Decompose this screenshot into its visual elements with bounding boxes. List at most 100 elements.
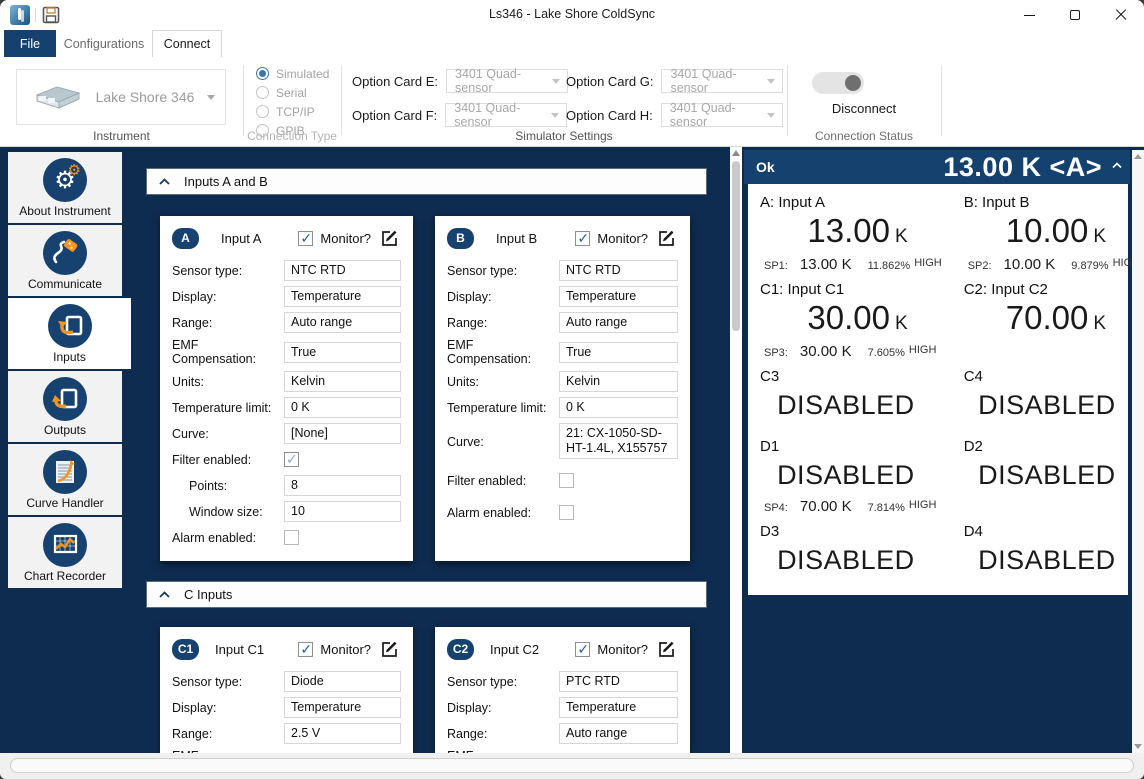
sidebar-item-outputs[interactable]: Outputs (8, 371, 122, 442)
setpoint-flag: HIGH (908, 344, 937, 356)
status-scrollbar[interactable] (1132, 150, 1144, 753)
alarm-enabled-checkbox[interactable] (559, 505, 574, 520)
connection-type-group-label: Connection Type (247, 129, 337, 143)
sensor-type-input[interactable]: Diode (284, 671, 401, 692)
sensor-type-input[interactable]: NTC RTD (559, 260, 678, 281)
setpoint-label: SP1: (764, 260, 788, 272)
status-header[interactable]: Ok 13.00 K <A> (744, 150, 1130, 184)
emf-compensation-input[interactable]: False (284, 752, 401, 753)
radio-serial[interactable]: Serial (256, 84, 307, 101)
reading-cell-c1: C1: Input C1 30.00 K SP3: 30.00 K 7.605% HIG… (748, 275, 952, 362)
tab-connect[interactable]: Connect (152, 30, 222, 57)
instrument-group-label: Instrument (93, 129, 150, 143)
close-button[interactable] (1098, 0, 1144, 30)
reading-value: 30.00 (807, 299, 890, 336)
units-input[interactable]: Kelvin (559, 371, 678, 392)
input-a-edit-button[interactable] (379, 227, 401, 249)
status-headline: 13.00 K <A> (943, 152, 1102, 182)
reading-cell-d2: D2 DISABLED (952, 432, 1144, 517)
option-card-g-label: Option Card G: (566, 73, 654, 89)
sidebar-item-chart-recorder[interactable]: Chart Recorder (8, 517, 122, 588)
sidebar-item-label: Communicate (27, 277, 103, 291)
units-input[interactable]: Kelvin (284, 371, 401, 392)
reading-cell-d3: D3 DISABLED (748, 517, 952, 587)
alarm-enabled-checkbox[interactable] (284, 530, 299, 545)
option-card-e-select[interactable]: 3401 Quad-sensor (446, 67, 568, 95)
filter-enabled-checkbox[interactable] (559, 473, 574, 488)
field-label: Window size: (189, 504, 263, 519)
input-c1-monitor-checkbox[interactable] (298, 641, 314, 658)
input-c2-monitor-checkbox[interactable] (575, 641, 591, 658)
reading-name: D1 (760, 438, 780, 455)
horizontal-scrollbar[interactable] (0, 753, 1144, 779)
option-card-h-select[interactable]: 3401 Quad-sensor (660, 101, 783, 129)
readings-grid: A: Input A 13.00 K SP1: 13.00 K 11.862% HIGH… (748, 184, 1140, 595)
display-input[interactable]: Temperature (559, 697, 678, 718)
reading-cell-c4: C4 DISABLED (952, 362, 1144, 432)
minimize-button[interactable] (1006, 0, 1052, 30)
sidebar-item-inputs[interactable]: Inputs (8, 298, 131, 369)
setpoint-percent: 11.862% (867, 260, 911, 272)
radio-tcpip[interactable]: TCP/IP (256, 103, 315, 120)
temperature-limit-input[interactable]: 0 K (284, 397, 401, 418)
tab-configurations[interactable]: Configurations (63, 36, 145, 51)
emf-compensation-input[interactable]: True (559, 752, 678, 753)
curve-input[interactable]: 21: CX-1050-SD-HT-1.4L, X155757 (559, 423, 678, 459)
section-inputs-a-b[interactable]: Inputs A and B (146, 168, 707, 195)
connection-toggle[interactable] (812, 72, 864, 94)
input-a-monitor-checkbox[interactable] (298, 230, 314, 247)
range-input[interactable]: Auto range (559, 312, 678, 333)
range-input[interactable]: 2.5 V (284, 723, 401, 744)
radio-simulated[interactable]: Simulated (256, 65, 329, 82)
scrollbar-thumb[interactable] (10, 758, 1134, 773)
minimize-icon (1023, 14, 1035, 16)
section-c-inputs[interactable]: C Inputs (146, 581, 707, 608)
curve-input[interactable]: [None] (284, 423, 401, 444)
display-input[interactable]: Temperature (559, 286, 678, 307)
radio-icon (256, 86, 269, 99)
group-divider (941, 65, 942, 136)
field-label: Temperature limit: (447, 400, 547, 415)
save-icon[interactable] (42, 6, 60, 24)
sidebar-item-label: Outputs (43, 423, 87, 437)
option-card-g-select[interactable]: 3401 Quad-sensor (661, 67, 784, 95)
option-card-g-value: 3401 Quad-sensor (670, 67, 737, 95)
input-b-edit-button[interactable] (656, 227, 678, 249)
group-divider (341, 65, 342, 136)
tab-file[interactable]: File (4, 30, 56, 57)
chart-icon (43, 523, 87, 567)
input-c2-card: C2 Input C2 Monitor? Sensor type: PTC RTD… (435, 627, 690, 753)
chevron-down-icon (766, 112, 775, 118)
sidebar-item-curve-handler[interactable]: Curve Handler (8, 444, 122, 515)
instrument-select[interactable]: Lake Shore 346 (16, 69, 226, 125)
maximize-button[interactable] (1052, 0, 1098, 30)
content-scrollbar[interactable] (730, 147, 742, 753)
reading-cell-d4: D4 DISABLED (952, 517, 1144, 587)
sidebar-item-communicate[interactable]: Communicate (8, 225, 122, 296)
sidebar-item-about-instrument[interactable]: ⚙ ⚙ About Instrument (8, 152, 122, 223)
status-badge: Ok (756, 159, 775, 175)
input-c1-edit-button[interactable] (379, 638, 401, 660)
field-label: Alarm enabled: (172, 530, 257, 545)
range-input[interactable]: Auto range (559, 723, 678, 744)
emf-compensation-input[interactable]: True (284, 341, 401, 363)
input-c2-edit-button[interactable] (656, 638, 678, 660)
display-input[interactable]: Temperature (284, 697, 401, 718)
points-input[interactable]: 8 (284, 475, 401, 496)
radio-gpib[interactable]: GPIB (256, 122, 305, 139)
temperature-limit-input[interactable]: 0 K (559, 397, 678, 418)
input-b-monitor-checkbox[interactable] (575, 230, 591, 247)
option-card-f-select[interactable]: 3401 Quad-sensor (445, 101, 568, 129)
filter-enabled-checkbox[interactable] (284, 451, 299, 468)
radio-icon (256, 124, 269, 137)
reading-unit: K (895, 313, 908, 334)
scrollbar-thumb[interactable] (732, 161, 740, 331)
sensor-type-input[interactable]: NTC RTD (284, 260, 401, 281)
sensor-type-input[interactable]: PTC RTD (559, 671, 678, 692)
range-input[interactable]: Auto range (284, 312, 401, 333)
emf-compensation-input[interactable]: True (559, 341, 678, 363)
connection-status-group-label: Connection Status (814, 129, 914, 143)
reading-value: DISABLED (777, 460, 915, 490)
window-size-input[interactable]: 10 (284, 501, 401, 522)
display-input[interactable]: Temperature (284, 286, 401, 307)
